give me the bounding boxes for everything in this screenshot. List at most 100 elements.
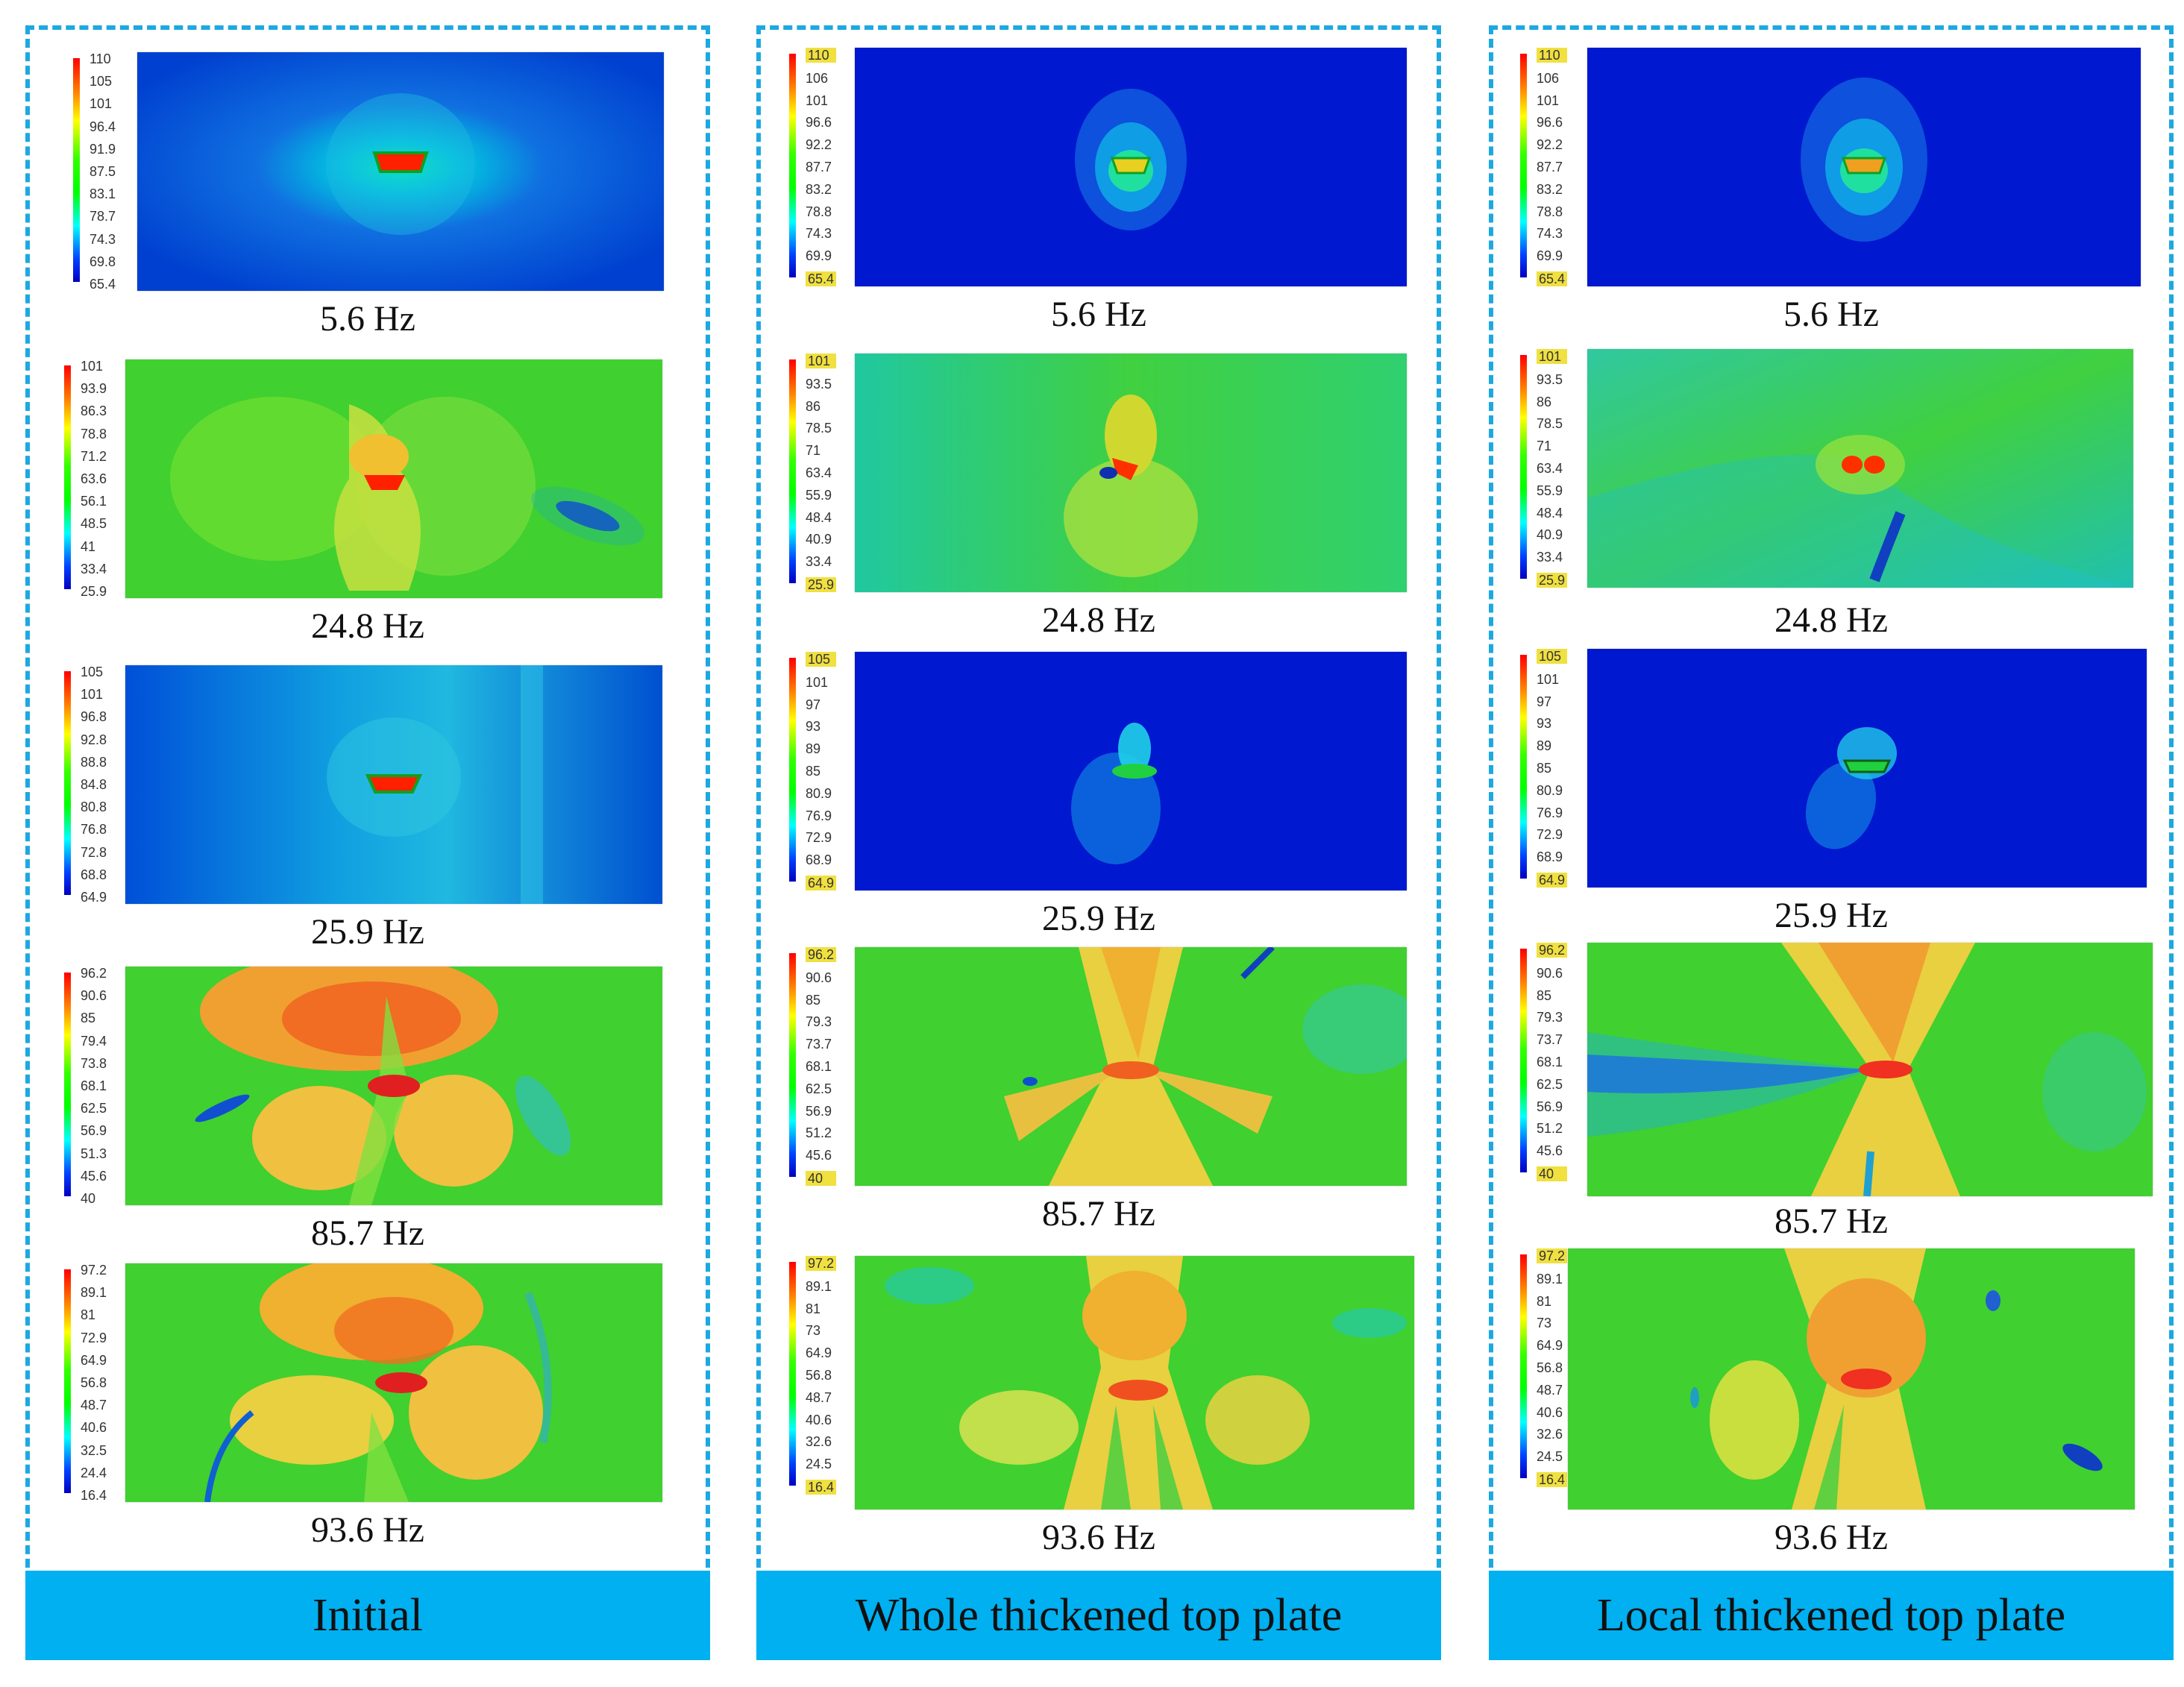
mode-row-85-7hz: 96.2 90.6 85 79.4 73.8 68.1 62.5 56.9 51… (25, 967, 710, 1271)
mode-row-85-7hz: 96.2 90.6 85 79.3 73.7 68.1 62.5 56.9 51… (756, 947, 1441, 1251)
contour-plot (1587, 48, 2141, 286)
legend-tick: 74.3 (806, 226, 832, 242)
legend-tick: 76.9 (806, 808, 832, 823)
legend-tick: 92.8 (81, 732, 107, 747)
legend-tick: 89.1 (806, 1278, 832, 1294)
legend-tick: 74.3 (90, 231, 116, 247)
legend-tick: 55.9 (806, 487, 832, 503)
contour-plot (1587, 649, 2147, 888)
column-frame (25, 25, 710, 1581)
mode-row-24-8hz: 101 93.9 86.3 78.8 71.2 63.6 56.1 48.5 4… (25, 359, 710, 664)
legend-tick: 65.4 (806, 271, 837, 286)
legend-tick: 89.1 (1537, 1271, 1563, 1287)
legend-tick: 97.2 (806, 1256, 837, 1271)
legend-tick: 90.6 (81, 988, 107, 1004)
legend-tick: 68.1 (1537, 1054, 1563, 1069)
contour-plot (1587, 943, 2153, 1196)
legend-tick: 40 (1537, 1166, 1568, 1181)
legend-tick: 101 (806, 354, 837, 368)
mode-row-85-7hz: 96.2 90.6 85 79.3 73.7 68.1 62.5 56.9 51… (1489, 943, 2174, 1247)
legend-tick: 48.7 (806, 1389, 832, 1405)
legend-tick: 69.8 (90, 254, 116, 269)
legend-tick: 101 (1537, 92, 1560, 108)
color-bar (1520, 655, 1527, 879)
legend-tick: 73 (1537, 1316, 1552, 1331)
mode-row-5-6hz: 110 106 101 96.6 92.2 87.7 83.2 78.8 74.… (756, 48, 1441, 352)
color-legend: 105 101 97 93 89 85 80.9 76.9 72.9 68.9 … (1520, 649, 1610, 888)
legend-tick: 97 (806, 697, 821, 712)
legend-tick: 93.5 (806, 376, 832, 392)
legend-ticks: 110 105 101 96.4 91.9 87.5 83.1 78.7 74.… (90, 52, 116, 291)
legend-tick: 73.8 (81, 1055, 107, 1071)
legend-tick: 93 (806, 719, 821, 735)
legend-tick: 63.4 (1537, 460, 1563, 476)
legend-tick: 69.9 (1537, 248, 1563, 264)
legend-tick: 105 (806, 652, 837, 667)
legend-tick: 45.6 (806, 1148, 832, 1163)
column-whole-thickened: 110 106 101 96.6 92.2 87.7 83.2 78.8 74.… (756, 25, 1441, 1660)
color-bar (789, 953, 796, 1177)
legend-tick: 83.2 (1537, 181, 1563, 197)
legend-tick: 105 (81, 665, 104, 679)
color-legend: 96.2 90.6 85 79.4 73.8 68.1 62.5 56.9 51… (64, 967, 154, 1205)
legend-tick: 51.2 (1537, 1121, 1563, 1137)
contour-plot (855, 947, 1407, 1186)
frequency-label: 85.7 Hz (311, 1213, 424, 1253)
legend-tick: 56.8 (81, 1375, 107, 1390)
contour-plot (855, 48, 1407, 286)
legend-tick: 16.4 (81, 1487, 107, 1503)
legend-tick: 40 (81, 1190, 96, 1206)
legend-tick: 81 (806, 1301, 821, 1316)
color-legend: 96.2 90.6 85 79.3 73.7 68.1 62.5 56.9 51… (1520, 943, 1610, 1181)
legend-tick: 93.9 (81, 381, 107, 397)
legend-tick: 68.1 (806, 1058, 832, 1074)
legend-tick: 62.5 (1537, 1076, 1563, 1092)
legend-tick: 87.5 (90, 163, 116, 179)
column-title-banner: Initial (25, 1571, 710, 1660)
legend-tick: 56.1 (81, 494, 107, 509)
legend-ticks: 96.2 90.6 85 79.3 73.7 68.1 62.5 56.9 51… (806, 947, 837, 1186)
frequency-label: 5.6 Hz (1051, 295, 1146, 334)
legend-tick: 51.2 (806, 1125, 832, 1141)
legend-tick: 56.9 (806, 1103, 832, 1119)
legend-ticks: 110 106 101 96.6 92.2 87.7 83.2 78.8 74.… (806, 48, 837, 286)
color-legend: 105 101 97 93 89 85 80.9 76.9 72.9 68.9 … (789, 652, 879, 890)
legend-ticks: 97.2 89.1 81 73 64.9 56.8 48.7 40.6 32.6… (806, 1256, 837, 1495)
legend-tick: 32.6 (806, 1434, 832, 1450)
legend-tick: 80.8 (81, 799, 107, 815)
legend-ticks: 110 106 101 96.6 92.2 87.7 83.2 78.8 74.… (1537, 48, 1568, 286)
contour-plot (125, 967, 662, 1205)
mode-row-25-9hz: 105 101 96.8 92.8 88.8 84.8 80.8 76.8 72… (25, 665, 710, 970)
frequency-label: 25.9 Hz (1042, 899, 1155, 938)
color-bar (64, 1269, 71, 1493)
legend-tick: 101 (806, 92, 829, 108)
legend-tick: 32.5 (81, 1442, 107, 1458)
legend-tick: 56.8 (806, 1367, 832, 1383)
legend-tick: 48.5 (81, 516, 107, 532)
mode-row-93-6hz: 97.2 89.1 81 73 64.9 56.8 48.7 40.6 32.6… (1489, 1248, 2174, 1557)
legend-tick: 91.9 (90, 141, 116, 157)
legend-tick: 41 (81, 538, 96, 554)
frequency-label: 5.6 Hz (1783, 295, 1879, 334)
frequency-label: 5.6 Hz (320, 299, 415, 339)
legend-tick: 87.7 (1537, 159, 1563, 175)
frequency-label: 25.9 Hz (1775, 896, 1888, 935)
color-legend: 96.2 90.6 85 79.3 73.7 68.1 62.5 56.9 51… (789, 947, 879, 1186)
legend-tick: 85 (1537, 987, 1552, 1003)
legend-ticks: 96.2 90.6 85 79.4 73.8 68.1 62.5 56.9 51… (81, 967, 107, 1205)
contour-plot (125, 359, 662, 598)
legend-tick: 16.4 (806, 1479, 837, 1495)
color-bar (64, 671, 71, 895)
legend-tick: 71 (806, 443, 821, 459)
frequency-label: 25.9 Hz (311, 912, 424, 952)
contour-plot (125, 1263, 662, 1502)
legend-tick: 83.1 (90, 186, 116, 202)
legend-tick: 33.4 (81, 561, 107, 577)
mode-row-5-6hz: 110 106 101 96.6 92.2 87.7 83.2 78.8 74.… (1489, 48, 2174, 352)
legend-tick: 96.2 (81, 966, 107, 981)
legend-tick: 64.9 (81, 1352, 107, 1368)
legend-tick: 85 (806, 763, 821, 779)
color-legend: 97.2 89.1 81 73 64.9 56.8 48.7 40.6 32.6… (1520, 1248, 1610, 1487)
legend-tick: 56.9 (1537, 1099, 1563, 1114)
legend-tick: 72.8 (81, 844, 107, 860)
